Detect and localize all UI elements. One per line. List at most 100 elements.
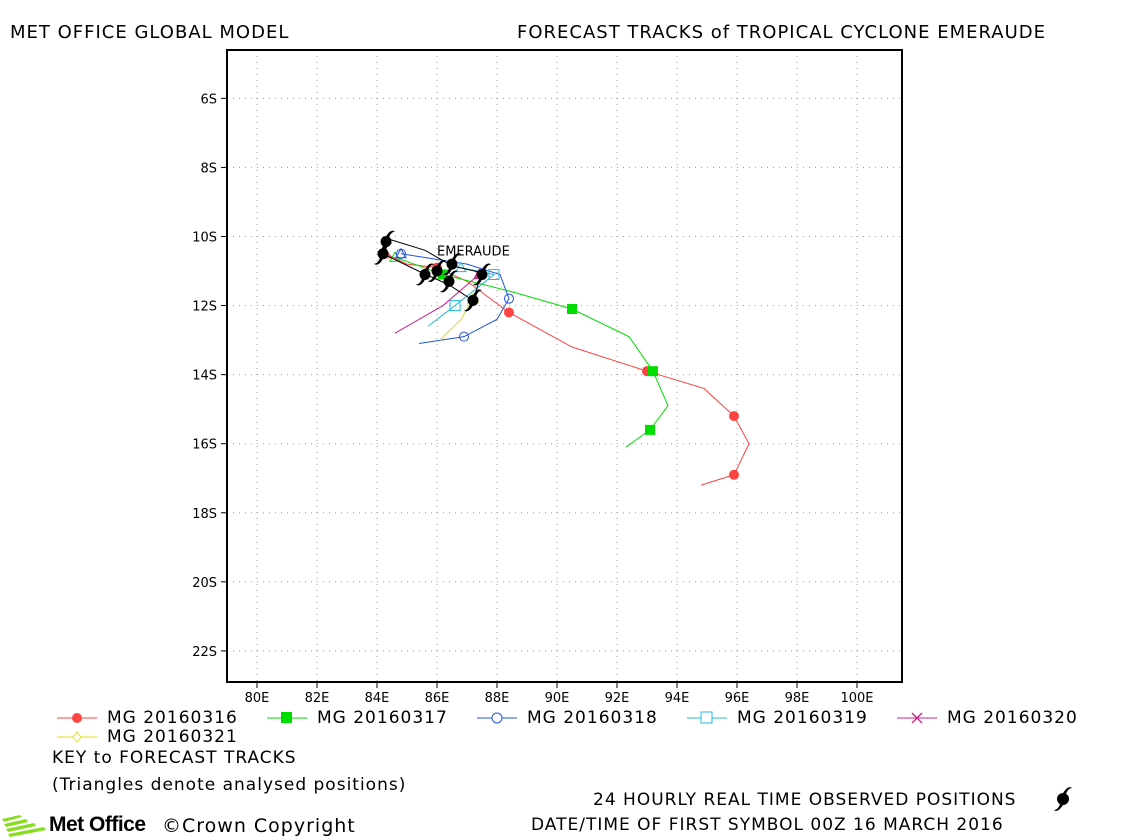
met-office-logo-text: Met Office [49, 813, 146, 836]
legend-item-20160319: MG 20160319 [685, 707, 868, 729]
cyclone-symbol-arm [374, 257, 383, 265]
legend-key-title: KEY to FORECAST TRACKS [52, 748, 297, 768]
cyclone-symbol-icon [443, 253, 461, 276]
cyclone-symbol-core [467, 294, 479, 306]
legend-marker-diamond [57, 731, 97, 743]
x-tick-label: 98E [785, 691, 810, 705]
x-tick-label: 82E [305, 691, 330, 705]
forecast-point-square-open [449, 300, 461, 312]
forecast-track-line [394, 256, 669, 448]
y-tick-label: 10S [192, 230, 217, 245]
legend-item-20160317: MG 20160317 [265, 707, 448, 729]
x-tick-label: 96E [725, 691, 750, 705]
y-tick-label: 12S [192, 300, 217, 315]
plot-frame [226, 49, 903, 683]
legend-label: MG 20160320 [947, 708, 1078, 728]
cyclone-symbol-icon [464, 289, 482, 312]
legend-item-20160316: MG 20160316 [55, 707, 238, 729]
grid-lines [227, 50, 902, 682]
forecast-point-square [648, 366, 658, 377]
cyclone-symbol-arm [473, 278, 482, 286]
x-tick-label: 90E [545, 691, 570, 705]
cyclone-symbol-arm [473, 289, 482, 297]
cyclone-symbol-arm [437, 260, 446, 268]
x-tick-label: 100E [840, 691, 873, 705]
cyclone-symbol-arm [449, 270, 458, 278]
cyclone-symbol-icon [440, 270, 458, 293]
forecast-point-square [567, 304, 577, 315]
observed-positions-note: 24 HOURLY REAL TIME OBSERVED POSITIONS [593, 790, 1017, 810]
cyclone-symbol-arm [425, 263, 434, 271]
cyclone-symbol-arm [416, 278, 425, 286]
legend-triangles-note: (Triangles denote analysed positions) [52, 775, 407, 795]
y-tick-label: 14S [192, 369, 217, 384]
forecast-track-line [427, 267, 496, 327]
forecast-point-square [438, 269, 448, 280]
legend-label: MG 20160317 [317, 708, 448, 728]
x-tick-label: 80E [245, 691, 270, 705]
cyclone-symbol-arm [443, 268, 452, 276]
forecast-track-line [439, 298, 474, 341]
x-tick-label: 88E [485, 691, 510, 705]
legend-label: MG 20160316 [107, 708, 238, 728]
cyclone-symbol-icon [374, 242, 392, 265]
met-office-logo: Met Office [2, 813, 146, 837]
first-symbol-datetime: DATE/TIME OF FIRST SYMBOL 00Z 16 MARCH 2… [531, 815, 1004, 835]
forecast-point-circle [504, 307, 514, 318]
cyclone-symbol-arm [386, 230, 395, 238]
cyclone-symbol-icon [416, 263, 434, 286]
x-tick-label: 86E [425, 691, 450, 705]
legend-label: MG 20160319 [737, 708, 868, 728]
x-tick-label: 94E [665, 691, 690, 705]
storm-name-label: EMERAUDE [437, 244, 510, 259]
cyclone-symbol-core [443, 275, 455, 287]
copyright-notice: ©Crown Copyright [162, 815, 356, 837]
cyclone-symbol-arm [440, 285, 449, 293]
x-tick-label: 92E [605, 691, 630, 705]
cyclone-symbol-core [431, 265, 443, 277]
legend-item-20160318: MG 20160318 [475, 707, 658, 729]
forecast-point-circle [729, 411, 739, 422]
legend-marker-circle-open [477, 712, 517, 724]
cyclone-symbol-icon [428, 260, 446, 282]
y-tick-label: 20S [192, 576, 217, 591]
forecast-point-square-open [488, 268, 500, 280]
axis-tick-labels: 80E 82E 84E 86E 88E 90E 92E 94E 96E 98E 100E 6S 8S 10… [192, 92, 873, 705]
legend-label: MG 20160318 [527, 708, 658, 728]
forecast-track-line [400, 253, 510, 345]
forecast-point-circle-open [396, 248, 406, 259]
legend-label: MG 20160321 [107, 727, 238, 747]
cyclone-symbol-arm [452, 253, 461, 261]
legend-marker-square-filled [267, 712, 307, 723]
legend-item-20160320: MG 20160320 [895, 707, 1078, 729]
x-tick-label: 84E [365, 691, 390, 705]
y-tick-label: 22S [192, 645, 217, 660]
y-tick-label: 18S [192, 507, 217, 522]
cyclone-symbol-arm [464, 304, 473, 312]
cyclone-symbol-core [476, 268, 488, 280]
legend-marker-circle-filled [57, 713, 97, 723]
legend-item-20160321: MG 20160321 [55, 726, 238, 748]
forecast-track-line [394, 274, 480, 334]
cyclone-symbol-arm [482, 263, 491, 271]
forecast-point-circle-open [459, 331, 469, 342]
cyclone-symbol-core [446, 258, 458, 270]
forecast-point-square [645, 424, 655, 435]
forecast-track-chart: 80E 82E 84E 86E 88E 90E 92E 94E 96E 98E 100E 6S 8S 10… [192, 49, 903, 705]
y-tick-label: 8S [200, 161, 217, 176]
cyclone-symbol-icon [1054, 787, 1072, 811]
cyclone-symbol-icon [473, 263, 491, 286]
y-tick-label: 6S [200, 92, 217, 107]
forecast-point-circle-open [504, 293, 514, 304]
forecast-point-circle [729, 469, 739, 480]
forecast-track-line [385, 253, 750, 486]
met-office-logo-icon [2, 815, 46, 837]
y-tick-label: 16S [192, 438, 217, 453]
forecast-tracks [380, 247, 750, 486]
cyclone-symbol-arm [428, 275, 437, 282]
legend-marker-square-open [687, 711, 727, 724]
legend-marker-x [897, 712, 937, 724]
header-model-title: MET OFFICE GLOBAL MODEL [10, 22, 290, 43]
cyclone-symbol-core [377, 248, 389, 260]
observed-track [374, 230, 491, 312]
